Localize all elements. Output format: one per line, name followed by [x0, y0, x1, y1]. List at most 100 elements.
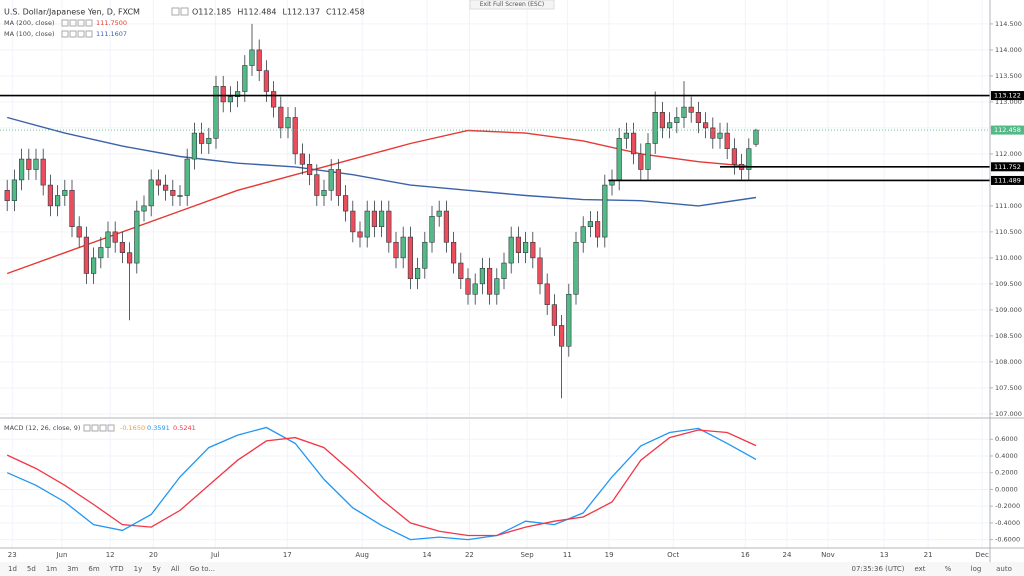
legend-value: 111.7500: [96, 19, 127, 27]
candle-body: [33, 158, 39, 170]
candle-body: [659, 111, 665, 129]
candle-body: [551, 304, 557, 326]
candle-body: [695, 111, 701, 123]
indicator-title: MACD (12, 26, close, 9): [4, 424, 80, 432]
price-label: 111.752: [994, 163, 1021, 171]
axis-option[interactable]: %: [945, 565, 952, 573]
candle-body: [530, 241, 536, 259]
y-tick-label: 107.000: [995, 410, 1022, 418]
candle-body: [98, 247, 104, 259]
candle-body: [314, 174, 320, 196]
line-series: [7, 116, 757, 207]
candle-body: [501, 262, 507, 279]
candle-body: [47, 184, 53, 207]
x-tick-label: Nov: [821, 551, 835, 559]
candle-body: [371, 210, 378, 227]
candle-body: [472, 283, 478, 295]
range-button[interactable]: YTD: [109, 565, 124, 573]
candle-body: [393, 241, 399, 259]
range-button[interactable]: Go to...: [190, 565, 216, 573]
range-button[interactable]: 3m: [67, 565, 78, 573]
y-tick-label: 113.500: [995, 72, 1022, 80]
candle-body: [645, 143, 651, 170]
candle-body: [242, 65, 248, 92]
candle-body: [328, 169, 334, 191]
y-tick-label: 111.000: [995, 202, 1022, 210]
candle-body: [486, 267, 493, 295]
candle-body: [249, 49, 255, 66]
candle-body: [580, 226, 586, 243]
exit-button-label[interactable]: Exit Full Screen (ESC): [480, 1, 544, 8]
x-tick-label: 13: [880, 551, 889, 559]
candle-body: [213, 86, 219, 139]
legend-label: MA (200, close): [4, 19, 54, 27]
candle-body: [263, 70, 270, 92]
legend-value: 0.3591: [147, 424, 170, 432]
candle-body: [199, 132, 205, 144]
legend-icons: [61, 7, 189, 432]
candle-body: [119, 241, 125, 253]
candle-body: [342, 195, 349, 212]
range-button[interactable]: 1d: [8, 565, 17, 573]
legend-value: 0.5241: [173, 424, 196, 432]
y-tick-label: 0.6000: [995, 435, 1018, 443]
range-button[interactable]: 5d: [27, 565, 36, 573]
y-tick-label: 110.000: [995, 254, 1022, 262]
candle-body: [414, 267, 421, 279]
y-tick-label: 108.000: [995, 358, 1022, 366]
candle-body: [285, 117, 291, 129]
x-tick-label: Sep: [520, 551, 534, 559]
axis-option[interactable]: auto: [996, 565, 1012, 573]
range-button[interactable]: All: [171, 565, 180, 573]
candle-body: [666, 122, 673, 129]
candle-body: [83, 236, 89, 274]
ohlc-value: C112.458: [326, 8, 365, 17]
candle-body: [292, 117, 298, 155]
range-button[interactable]: 1m: [46, 565, 57, 573]
candle-body: [566, 293, 572, 347]
ohlc-value: O112.185: [192, 8, 231, 17]
symbol-title: U.S. Dollar/Japanese Yen, D, FXCM: [4, 8, 140, 17]
candle-body: [702, 122, 709, 129]
candle-body: [594, 221, 601, 238]
clock: 07:35:36 (UTC): [851, 565, 904, 573]
candle-body: [429, 215, 435, 243]
price-label: 111.489: [994, 176, 1021, 184]
candle-body: [148, 179, 154, 207]
candle-body: [710, 127, 716, 139]
range-button[interactable]: 5y: [152, 565, 161, 573]
candle-body: [508, 236, 514, 264]
candle-body: [227, 96, 234, 103]
candle-body: [306, 163, 313, 175]
y-tick-label: -0.6000: [995, 536, 1020, 544]
candle-body: [105, 231, 111, 248]
x-tick-label: Oct: [667, 551, 679, 559]
candle-body: [407, 236, 414, 279]
price-label-box: [991, 162, 1024, 172]
candle-body: [386, 210, 392, 243]
range-button[interactable]: 1y: [134, 565, 143, 573]
candle-body: [717, 132, 723, 139]
x-tick-label: 11: [563, 551, 572, 559]
candle-body: [184, 158, 190, 196]
y-tick-label: 114.000: [995, 46, 1022, 54]
candle-body: [350, 210, 356, 233]
legend-value: 111.1607: [96, 30, 127, 38]
candle-body: [587, 221, 593, 227]
range-button[interactable]: 6m: [88, 565, 99, 573]
axis-option[interactable]: log: [971, 565, 982, 573]
candle-body: [112, 231, 118, 243]
axis-option[interactable]: ext: [914, 565, 925, 573]
candle-body: [91, 257, 97, 274]
exit-button[interactable]: [469, 0, 555, 10]
candle-body: [141, 205, 147, 212]
candle-body: [674, 117, 680, 123]
candle-body: [537, 257, 543, 285]
legend-label: MA (100, close): [4, 30, 54, 38]
candle-body: [191, 132, 198, 160]
candle-body: [270, 91, 277, 108]
price-label-box: [991, 125, 1024, 135]
candle-body: [62, 189, 68, 196]
candle-body: [558, 325, 565, 347]
